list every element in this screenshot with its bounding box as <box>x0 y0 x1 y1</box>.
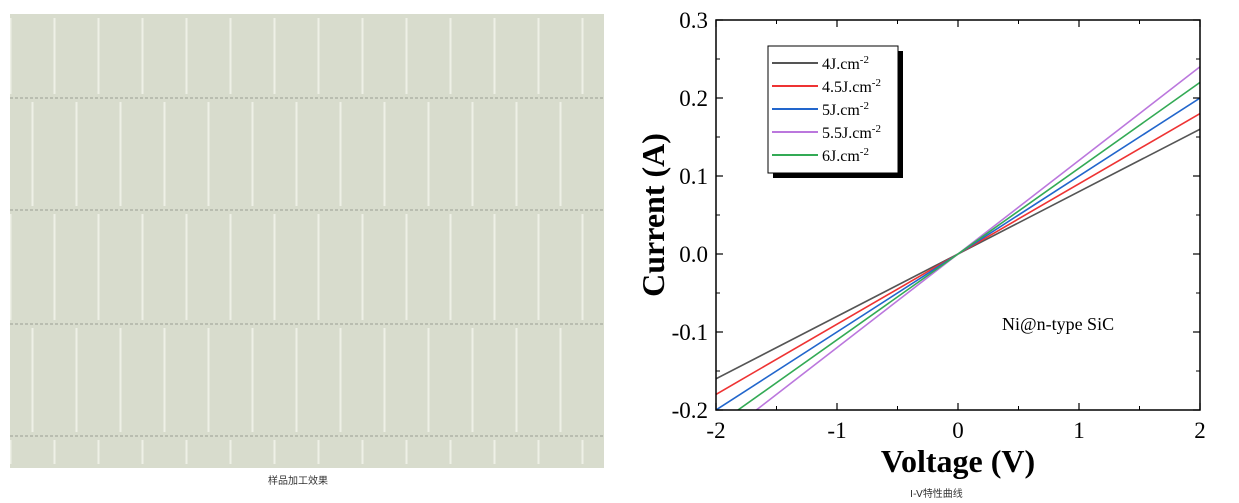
series-line-4 <box>736 81 1200 410</box>
y-tick-label-1: -0.1 <box>672 320 708 345</box>
y-axis-label: Current (A) <box>635 133 671 297</box>
legend-label-0: 4J.cm-2 <box>822 54 869 73</box>
y-tick-label-4: 0.2 <box>679 86 708 111</box>
x-tick-label-4: 2 <box>1194 418 1206 443</box>
sample-photo <box>10 14 604 468</box>
chart-caption: I-V特性曲线 <box>910 489 963 500</box>
y-tick-label-5: 0.3 <box>679 8 708 33</box>
legend-label-1: 4.5J.cm-2 <box>822 77 881 96</box>
legend-label-3: 5.5J.cm-2 <box>822 123 881 142</box>
photo-background <box>10 14 604 468</box>
sample-surface-image <box>10 14 604 468</box>
iv-chart: -2 -1 0 1 2 -0.2 -0.1 0.0 0.1 0.2 0.3 Voltage (V) Cu… <box>635 8 1206 479</box>
sample-annotation: Ni@n-type SiC <box>1002 314 1114 334</box>
x-tick-label-1: -1 <box>827 418 846 443</box>
x-tick-label-0: -2 <box>706 418 725 443</box>
photo-caption: 样品加工效果 <box>268 476 328 487</box>
x-tick-label-3: 1 <box>1073 418 1085 443</box>
legend-label-4: 6J.cm-2 <box>822 146 869 165</box>
y-tick-label-2: 0.0 <box>679 242 708 267</box>
series-group <box>716 66 1200 410</box>
y-tick-label-0: -0.2 <box>672 398 708 423</box>
x-tick-label-2: 0 <box>952 418 964 443</box>
y-tick-label-3: 0.1 <box>679 164 708 189</box>
legend-label-2: 5J.cm-2 <box>822 100 869 119</box>
x-axis-label: Voltage (V) <box>881 443 1035 479</box>
